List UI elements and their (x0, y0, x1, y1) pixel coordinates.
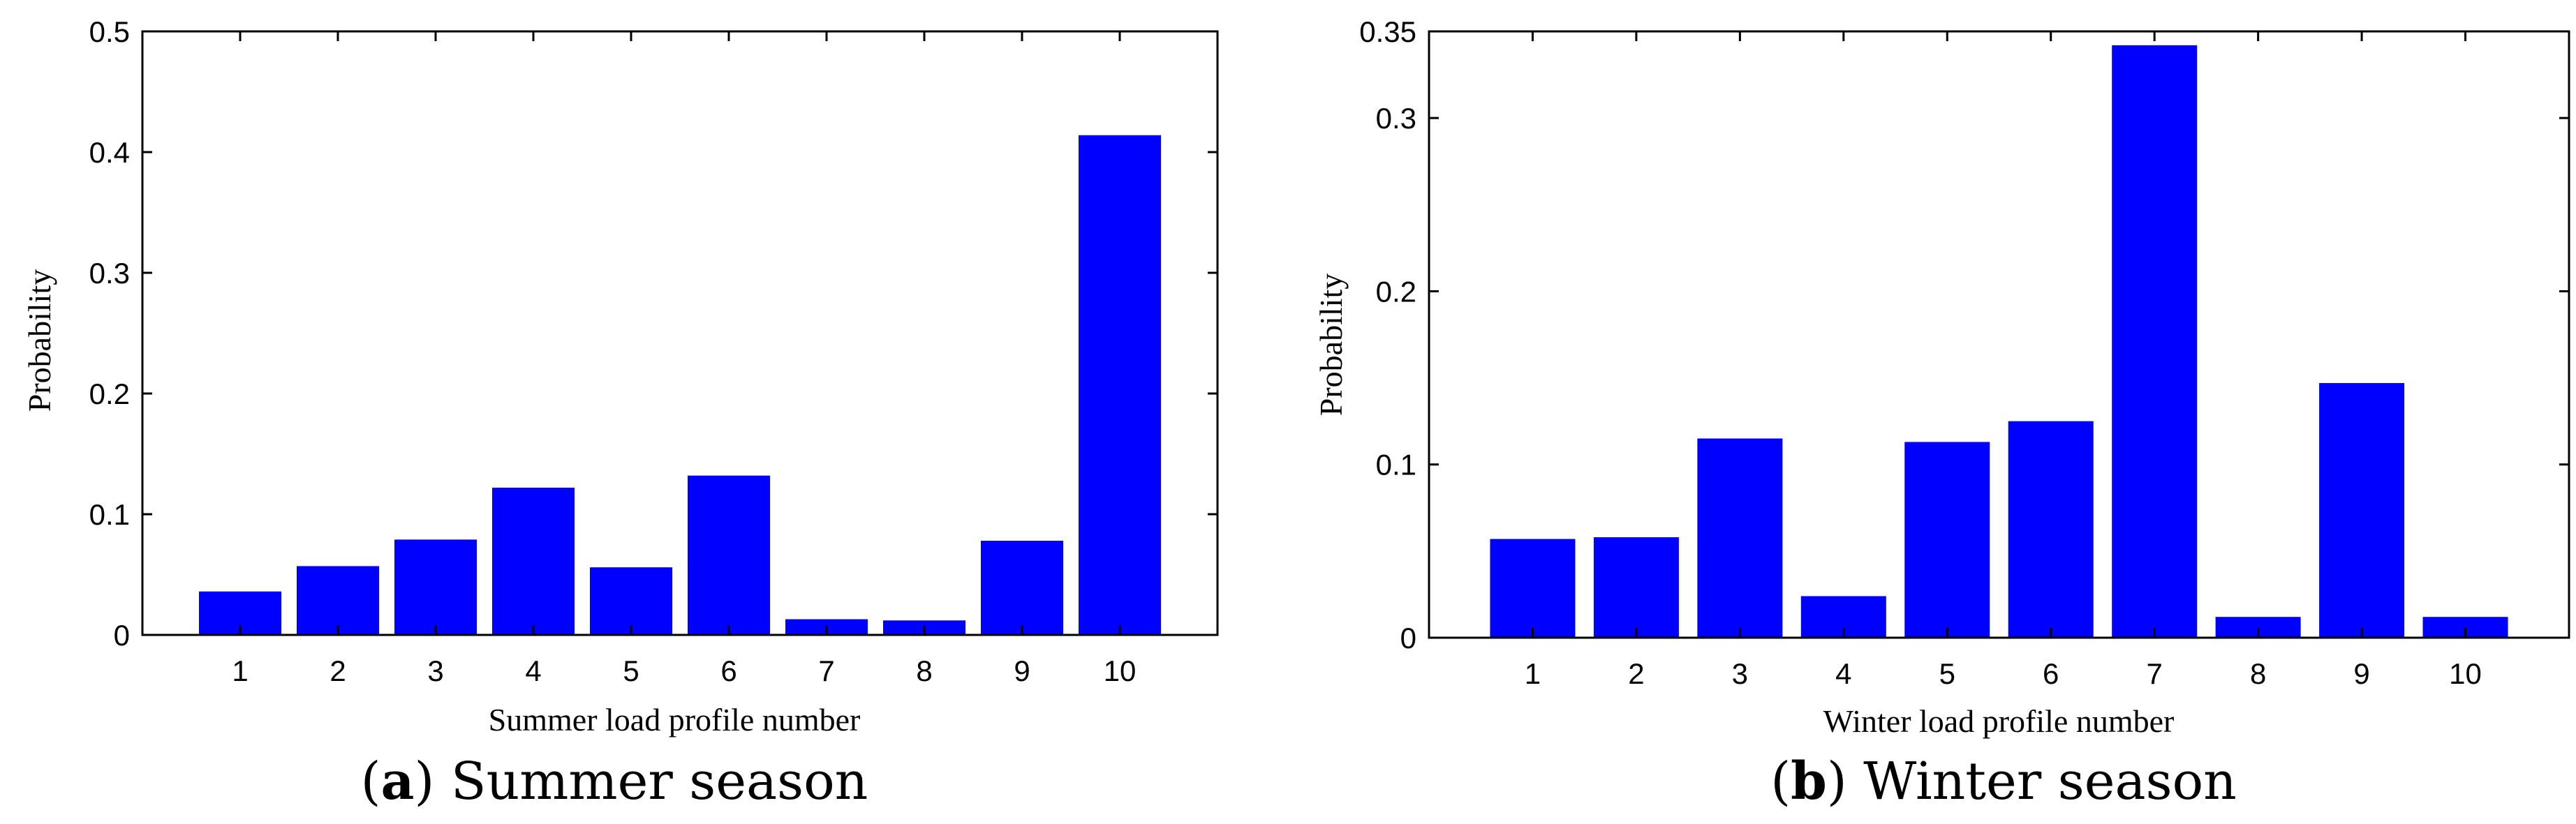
x-tick-label: 9 (1014, 654, 1030, 687)
x-tick-label: 2 (330, 654, 346, 687)
bar-6 (2008, 421, 2094, 638)
y-tick-label: 0.4 (89, 136, 130, 169)
plot-frame (141, 30, 1219, 636)
bar-6 (688, 475, 770, 635)
caption-text-summer: Summer season (451, 751, 868, 811)
bar-5 (1904, 442, 1990, 638)
bar-9 (981, 541, 1063, 635)
x-tick-label: 1 (1525, 657, 1541, 690)
x-tick-label: 6 (720, 654, 736, 687)
x-tick-label: 6 (2043, 657, 2059, 690)
y-tick-label: 0.1 (89, 498, 130, 531)
bar-5 (590, 567, 672, 635)
x-tick-label: 3 (427, 654, 443, 687)
y-tick-label: 0.3 (89, 257, 130, 290)
y-tick-label: 0.2 (89, 377, 130, 410)
x-axis-label-winter: Winter load profile number (1823, 703, 2175, 739)
bar-1 (1490, 539, 1576, 638)
x-tick-label: 4 (1835, 657, 1851, 690)
plot-area-winter: 0 0.1 0.2 0.3 0.35 1 2 3 4 5 6 7 8 9 10 (1359, 15, 2570, 690)
caption-text-winter: Winter season (1863, 751, 2237, 811)
y-tick-label: 0.1 (1376, 449, 1416, 481)
bar-2 (1593, 537, 1679, 638)
x-tick-label: 5 (623, 654, 639, 687)
y-tick-label: 0 (114, 619, 130, 652)
x-tick-label: 8 (916, 654, 932, 687)
y-tick-label: 0 (1400, 622, 1416, 654)
y-tick-label: 0.35 (1359, 15, 1416, 48)
panel-caption-winter: (b) Winter season (1770, 751, 2237, 811)
y-tick-label: 0.2 (1376, 275, 1416, 308)
y-tick-label: 0.3 (1376, 102, 1416, 135)
y-tick-label: 0.5 (89, 15, 130, 48)
bar-10 (1079, 135, 1161, 635)
x-tick-label: 9 (2353, 657, 2369, 690)
bar-4 (492, 487, 575, 635)
x-tick-label: 1 (232, 654, 248, 687)
x-tick-label: 7 (2147, 657, 2163, 690)
y-axis-label-winter: Probability (1313, 274, 1349, 416)
x-tick-label: 8 (2250, 657, 2266, 690)
x-tick-label: 4 (525, 654, 541, 687)
bar-7 (2112, 45, 2198, 638)
chart-winter: 0 0.1 0.2 0.3 0.35 1 2 3 4 5 6 7 8 9 10 Probability Wi… (1313, 15, 2570, 811)
x-tick-label: 3 (1732, 657, 1748, 690)
plot-frame (1428, 30, 2570, 639)
plot-area-summer: 0 0.1 0.2 0.3 0.4 0.5 1 2 3 4 5 6 7 8 9 10 (89, 15, 1219, 687)
x-axis-label-summer: Summer load profile number (489, 702, 861, 737)
panel-letter-summer: a (381, 751, 415, 811)
bar-2 (297, 566, 379, 635)
x-tick-label: 5 (1939, 657, 1955, 690)
chart-summer: 00.10.20.30.40.51 2 3 4 5 6 7 8 9 10 Probability … (22, 15, 1219, 811)
panel-caption-summer: (a) Summer season (361, 751, 868, 811)
y-axis-label-summer: Probability (22, 269, 57, 412)
panel-letter-winter: b (1791, 751, 1827, 811)
x-tick-label: 10 (1104, 654, 1137, 687)
x-tick-label: 7 (818, 654, 834, 687)
bar-9 (2319, 383, 2405, 638)
x-tick-label: 10 (2449, 657, 2482, 690)
x-tick-label: 2 (1628, 657, 1644, 690)
bar-3 (1697, 438, 1783, 638)
bar-3 (394, 539, 477, 635)
